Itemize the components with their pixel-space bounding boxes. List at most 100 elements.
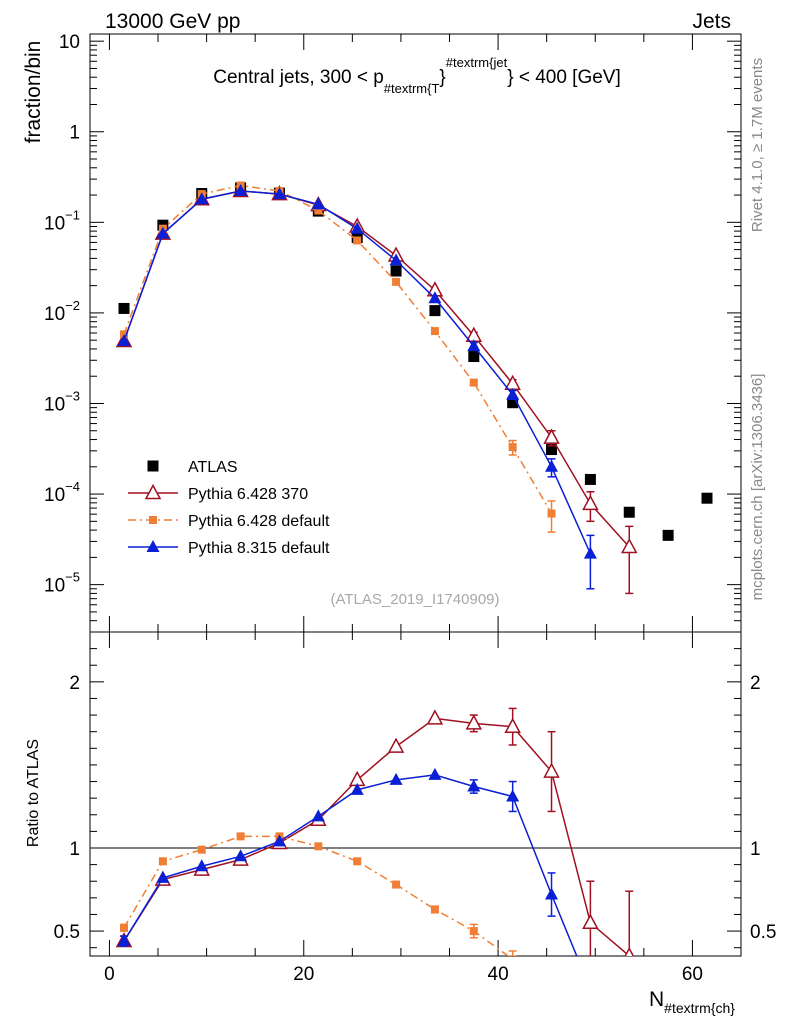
ratio-point-pythia-6-428-default [469, 927, 478, 936]
ratio-point-pythia-6-428-default [236, 832, 245, 841]
ratio-point-pythia-8-315-default [545, 887, 559, 900]
ratio-line-pythia-6-428-370 [123, 717, 630, 956]
point-atlas [623, 506, 635, 518]
ratio-point-pythia-6-428-370 [387, 737, 405, 753]
title-brace: } [439, 67, 445, 88]
series-line-pythia-6-428-default [123, 184, 553, 514]
main-y-tick-label-mantissa: 10 [44, 485, 65, 506]
point-atlas [390, 265, 402, 277]
main-y-tick-label: 10−1 [44, 207, 80, 234]
legend-marker-atlas [147, 460, 159, 472]
point-pythia-6-428-default [353, 236, 362, 245]
point-pythia-6-428-370 [621, 537, 638, 554]
point-atlas [507, 397, 519, 409]
title-superscript: #textrm{jet [446, 55, 508, 70]
ratio-point-pythia-8-315-default [311, 809, 325, 822]
ratio-line-pythia-6-428-default [123, 835, 510, 956]
legend-marker-pythia-6-428-default [149, 516, 157, 524]
title-pre: Central jets, 300 < p [213, 67, 384, 88]
point-atlas [468, 351, 480, 363]
point-pythia-8-315-default [311, 197, 325, 210]
point-pythia-8-315-default [156, 226, 170, 239]
point-pythia-8-315-default [467, 339, 481, 352]
main-y-tick-label: 10−2 [44, 298, 80, 325]
ratio-y-tick-label-right: 1 [750, 839, 761, 860]
point-pythia-6-428-370 [582, 494, 599, 511]
ratio-point-pythia-6-428-370 [504, 717, 521, 733]
point-atlas [546, 444, 558, 456]
point-pythia-6-428-default [314, 206, 323, 215]
point-pythia-8-315-default [506, 387, 520, 400]
x-axis-label-subscript: #textrm{ch} [664, 1000, 735, 1016]
main-y-tick-label-exponent: −4 [65, 479, 80, 494]
ratio-point-pythia-6-428-370 [624, 946, 635, 956]
title-subscript: #textrm{T [384, 81, 440, 96]
ratio-point-pythia-6-428-default [158, 857, 167, 866]
ratio-y-tick-label-right: 2 [750, 673, 761, 694]
legend-marker-pythia-6-428-370 [144, 483, 162, 500]
ratio-y-tick-label: 2 [69, 673, 80, 694]
ratio-y-axis: 0.5 0.5 1 1 2 2 [54, 631, 776, 949]
ratio-point-pythia-6-428-default [353, 857, 362, 866]
legend-label-atlas: ATLAS [188, 459, 238, 476]
legend-label-pythia-8-315-default: Pythia 8.315 default [188, 540, 330, 557]
main-y-tick-label-mantissa: 10 [44, 394, 65, 415]
ratio-point-pythia-6-428-370 [582, 913, 599, 930]
point-pythia-6-428-default [547, 509, 556, 518]
ratio-point-pythia-8-315-default [350, 782, 364, 795]
main-chart-title: Central jets, 300 < p#textrm{T}#textrm{j… [213, 55, 621, 96]
ratio-point-pythia-6-428-default [392, 880, 401, 889]
title-post: } < 400 [GeV] [507, 67, 621, 88]
point-pythia-8-315-default [234, 183, 248, 196]
legend: ATLAS Pythia 6.428 370 Pythia 6.428 defaul… [128, 459, 330, 557]
main-y-tick-label-mantissa: 10 [44, 304, 65, 325]
point-atlas [584, 473, 596, 485]
ratio-point-pythia-8-315-default [506, 789, 520, 802]
point-pythia-6-428-default [469, 378, 478, 387]
ratio-point-pythia-6-428-default [508, 955, 517, 956]
point-pythia-8-315-default [272, 187, 286, 200]
ratio-y-tick-label: 1 [69, 839, 80, 860]
x-tick-label: 60 [682, 964, 703, 985]
ratio-y-tick-label: 0.5 [54, 922, 80, 943]
legend-label-pythia-6-428-370: Pythia 6.428 370 [188, 486, 308, 503]
point-pythia-6-428-default [392, 277, 401, 286]
main-series-group [115, 181, 713, 595]
main-y-tick-label-mantissa: 10 [44, 576, 65, 597]
main-y-tick-label: 10 [59, 32, 80, 53]
legend-label-pythia-6-428-default: Pythia 6.428 default [188, 513, 330, 530]
main-y-tick-label: 1 [69, 123, 80, 144]
point-pythia-8-315-default [350, 221, 364, 234]
ratio-point-pythia-8-315-default [272, 834, 286, 847]
ratio-point-pythia-8-315-default [467, 779, 481, 792]
point-pythia-6-428-default [508, 443, 517, 452]
point-pythia-8-315-default [428, 291, 442, 304]
ratio-point-pythia-6-428-370 [543, 762, 560, 778]
x-tick-label: 20 [293, 964, 314, 985]
ratio-point-pythia-8-315-default [156, 870, 170, 883]
x-tick-label: 40 [488, 964, 509, 985]
point-pythia-6-428-370 [543, 428, 560, 444]
point-atlas [662, 529, 674, 541]
main-y-tick-label-exponent: −2 [65, 298, 80, 313]
ratio-point-pythia-8-315-default [234, 849, 248, 862]
watermark: (ATLAS_2019_I1740909) [330, 591, 499, 608]
main-y-tick-label-exponent: −5 [65, 570, 80, 585]
ratio-point-pythia-8-315-default [584, 982, 597, 994]
ratio-point-pythia-6-428-default [430, 905, 439, 914]
main-y-tick-label: 10−5 [44, 570, 80, 597]
main-y-tick-label-mantissa: 10 [44, 213, 65, 234]
ratio-point-pythia-6-428-default [548, 977, 556, 985]
point-pythia-8-315-default [389, 253, 403, 266]
point-pythia-8-315-default [195, 192, 209, 205]
ratio-point-pythia-8-315-default [195, 859, 209, 872]
x-axis-label-main: N [649, 988, 664, 1011]
header-left: 13000 GeV pp [105, 10, 240, 33]
main-y-tick-label: 10−4 [44, 479, 80, 506]
point-pythia-8-315-default [583, 546, 597, 559]
legend-marker-pythia-8-315-default [146, 540, 160, 552]
ratio-point-pythia-8-315-default [389, 772, 403, 785]
ratio-panel-frame [89, 631, 742, 957]
